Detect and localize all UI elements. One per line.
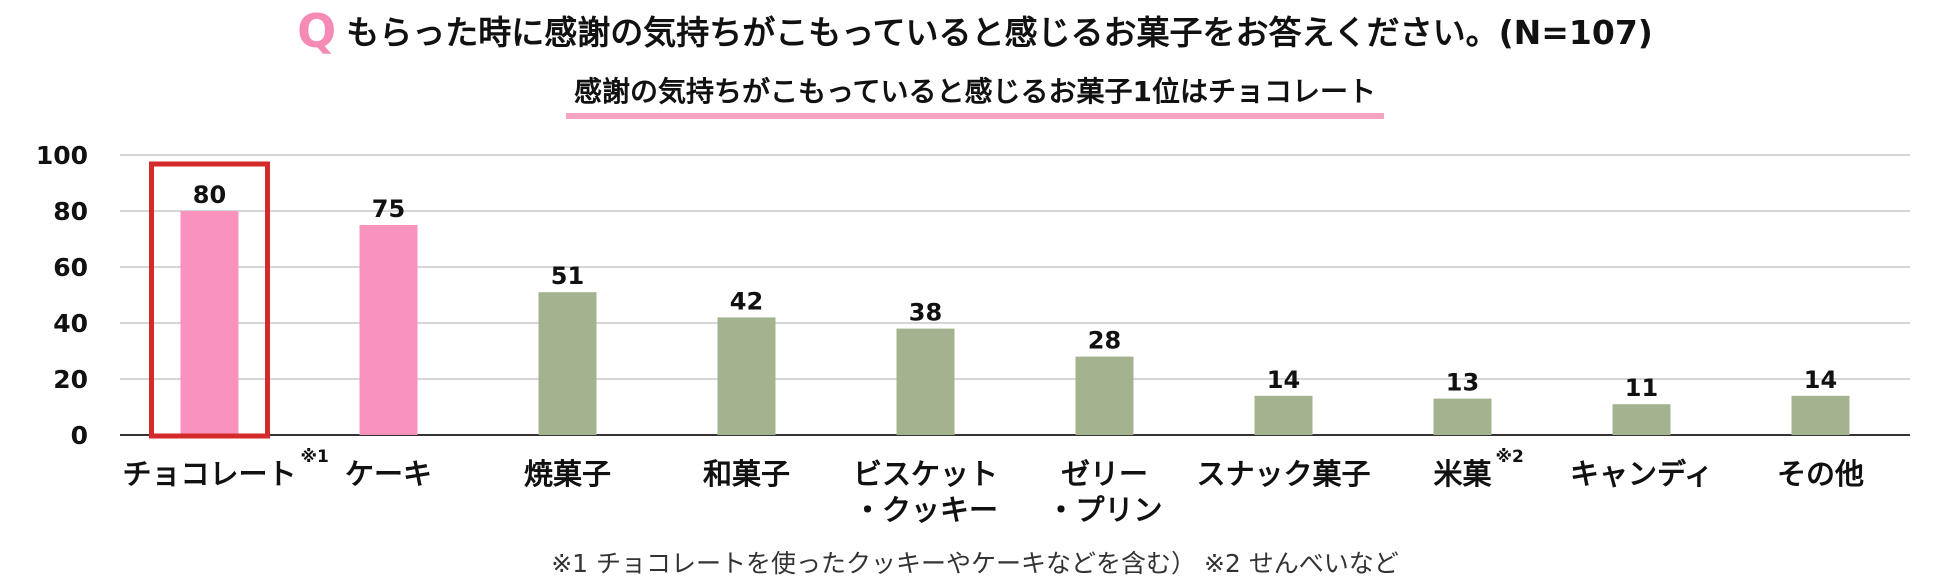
category-label-line: ビスケット [853,457,998,491]
category-label-line: キャンディ [1570,457,1713,491]
bar-1 [180,211,239,435]
category-label-line: チョコレート [122,457,296,491]
top-rank-highlight-box [149,161,270,439]
bar-2 [359,225,418,435]
y-tick-label: 0 [71,421,88,450]
category-label-line: スナック菓子 [1196,457,1370,491]
category-label: その他 [1777,457,1864,491]
bar-10 [1791,395,1850,435]
footnote-marker: ※1 [301,447,329,467]
bars: 80 75 51 42 38 28 14 13 11 14 [149,161,1850,439]
question-text: もらった時に感謝の気持ちがこもっていると感じるお菓子をお答えください。(N=10… [346,13,1653,52]
footnote: ※1 チョコレートを使ったクッキーやケーキなどを含む） ※2 せんべいなど [551,549,1399,578]
category-label: チョコレート [122,457,296,491]
bar-8 [1433,398,1492,435]
data-label: 28 [1088,327,1121,355]
chart-subtitle: 感謝の気持ちがこもっていると感じるお菓子1位はチョコレート [565,70,1385,119]
bar-4 [717,317,776,435]
category-label: 焼菓子 [524,457,611,491]
category-label: 米菓 [1433,457,1492,491]
category-labels: チョコレート ※1 ケーキ 焼菓子 和菓子 ビスケット・クッキーゼリー・プリンスナック菓子… [122,447,1864,527]
bar-5 [896,328,955,435]
bar-3 [538,292,597,435]
data-label: 14 [1267,366,1300,394]
data-label: 13 [1446,369,1479,397]
subtitle-wrap: 感謝の気持ちがこもっていると感じるお菓子1位はチョコレート [0,70,1950,119]
category-label: ゼリー・プリン [1046,457,1162,527]
data-label: 51 [551,262,584,290]
category-label-line: ケーキ [345,457,432,491]
category-label-line: ・プリン [1046,493,1162,527]
category-label-line: ・クッキー [853,493,998,527]
bar-9 [1612,404,1671,435]
category-label: スナック菓子 [1196,457,1370,491]
chart-title: Q もらった時に感謝の気持ちがこもっていると感じるお菓子をお答えください。(N=1… [0,4,1950,58]
data-label: 42 [730,287,763,315]
y-tick-label: 20 [53,365,88,394]
y-tick-label: 80 [53,197,88,226]
category-label: ケーキ [345,457,432,491]
y-tick-label: 40 [53,309,88,338]
category-label: ビスケット・クッキー [853,457,998,527]
y-tick-label: 60 [53,253,88,282]
y-axis-ticks: 0 20 40 60 80 100 [36,141,88,450]
category-label-line: 米菓 [1433,457,1492,491]
question-mark: Q [297,4,337,58]
data-label: 38 [909,299,942,327]
data-label: 11 [1625,374,1658,402]
category-label: キャンディ [1570,457,1713,491]
footnote-marker: ※2 [1496,447,1524,467]
data-label: 80 [193,181,226,209]
gridlines [120,154,1910,436]
category-label: 和菓子 [703,457,790,491]
data-label: 75 [372,195,405,223]
bar-6 [1075,356,1134,435]
category-label-line: ゼリー [1061,457,1148,491]
category-label-line: 和菓子 [703,457,790,491]
bar-7 [1254,395,1313,435]
category-label-line: その他 [1777,457,1864,491]
y-tick-label: 100 [36,141,88,170]
data-label: 14 [1804,366,1837,394]
category-label-line: 焼菓子 [524,457,611,491]
